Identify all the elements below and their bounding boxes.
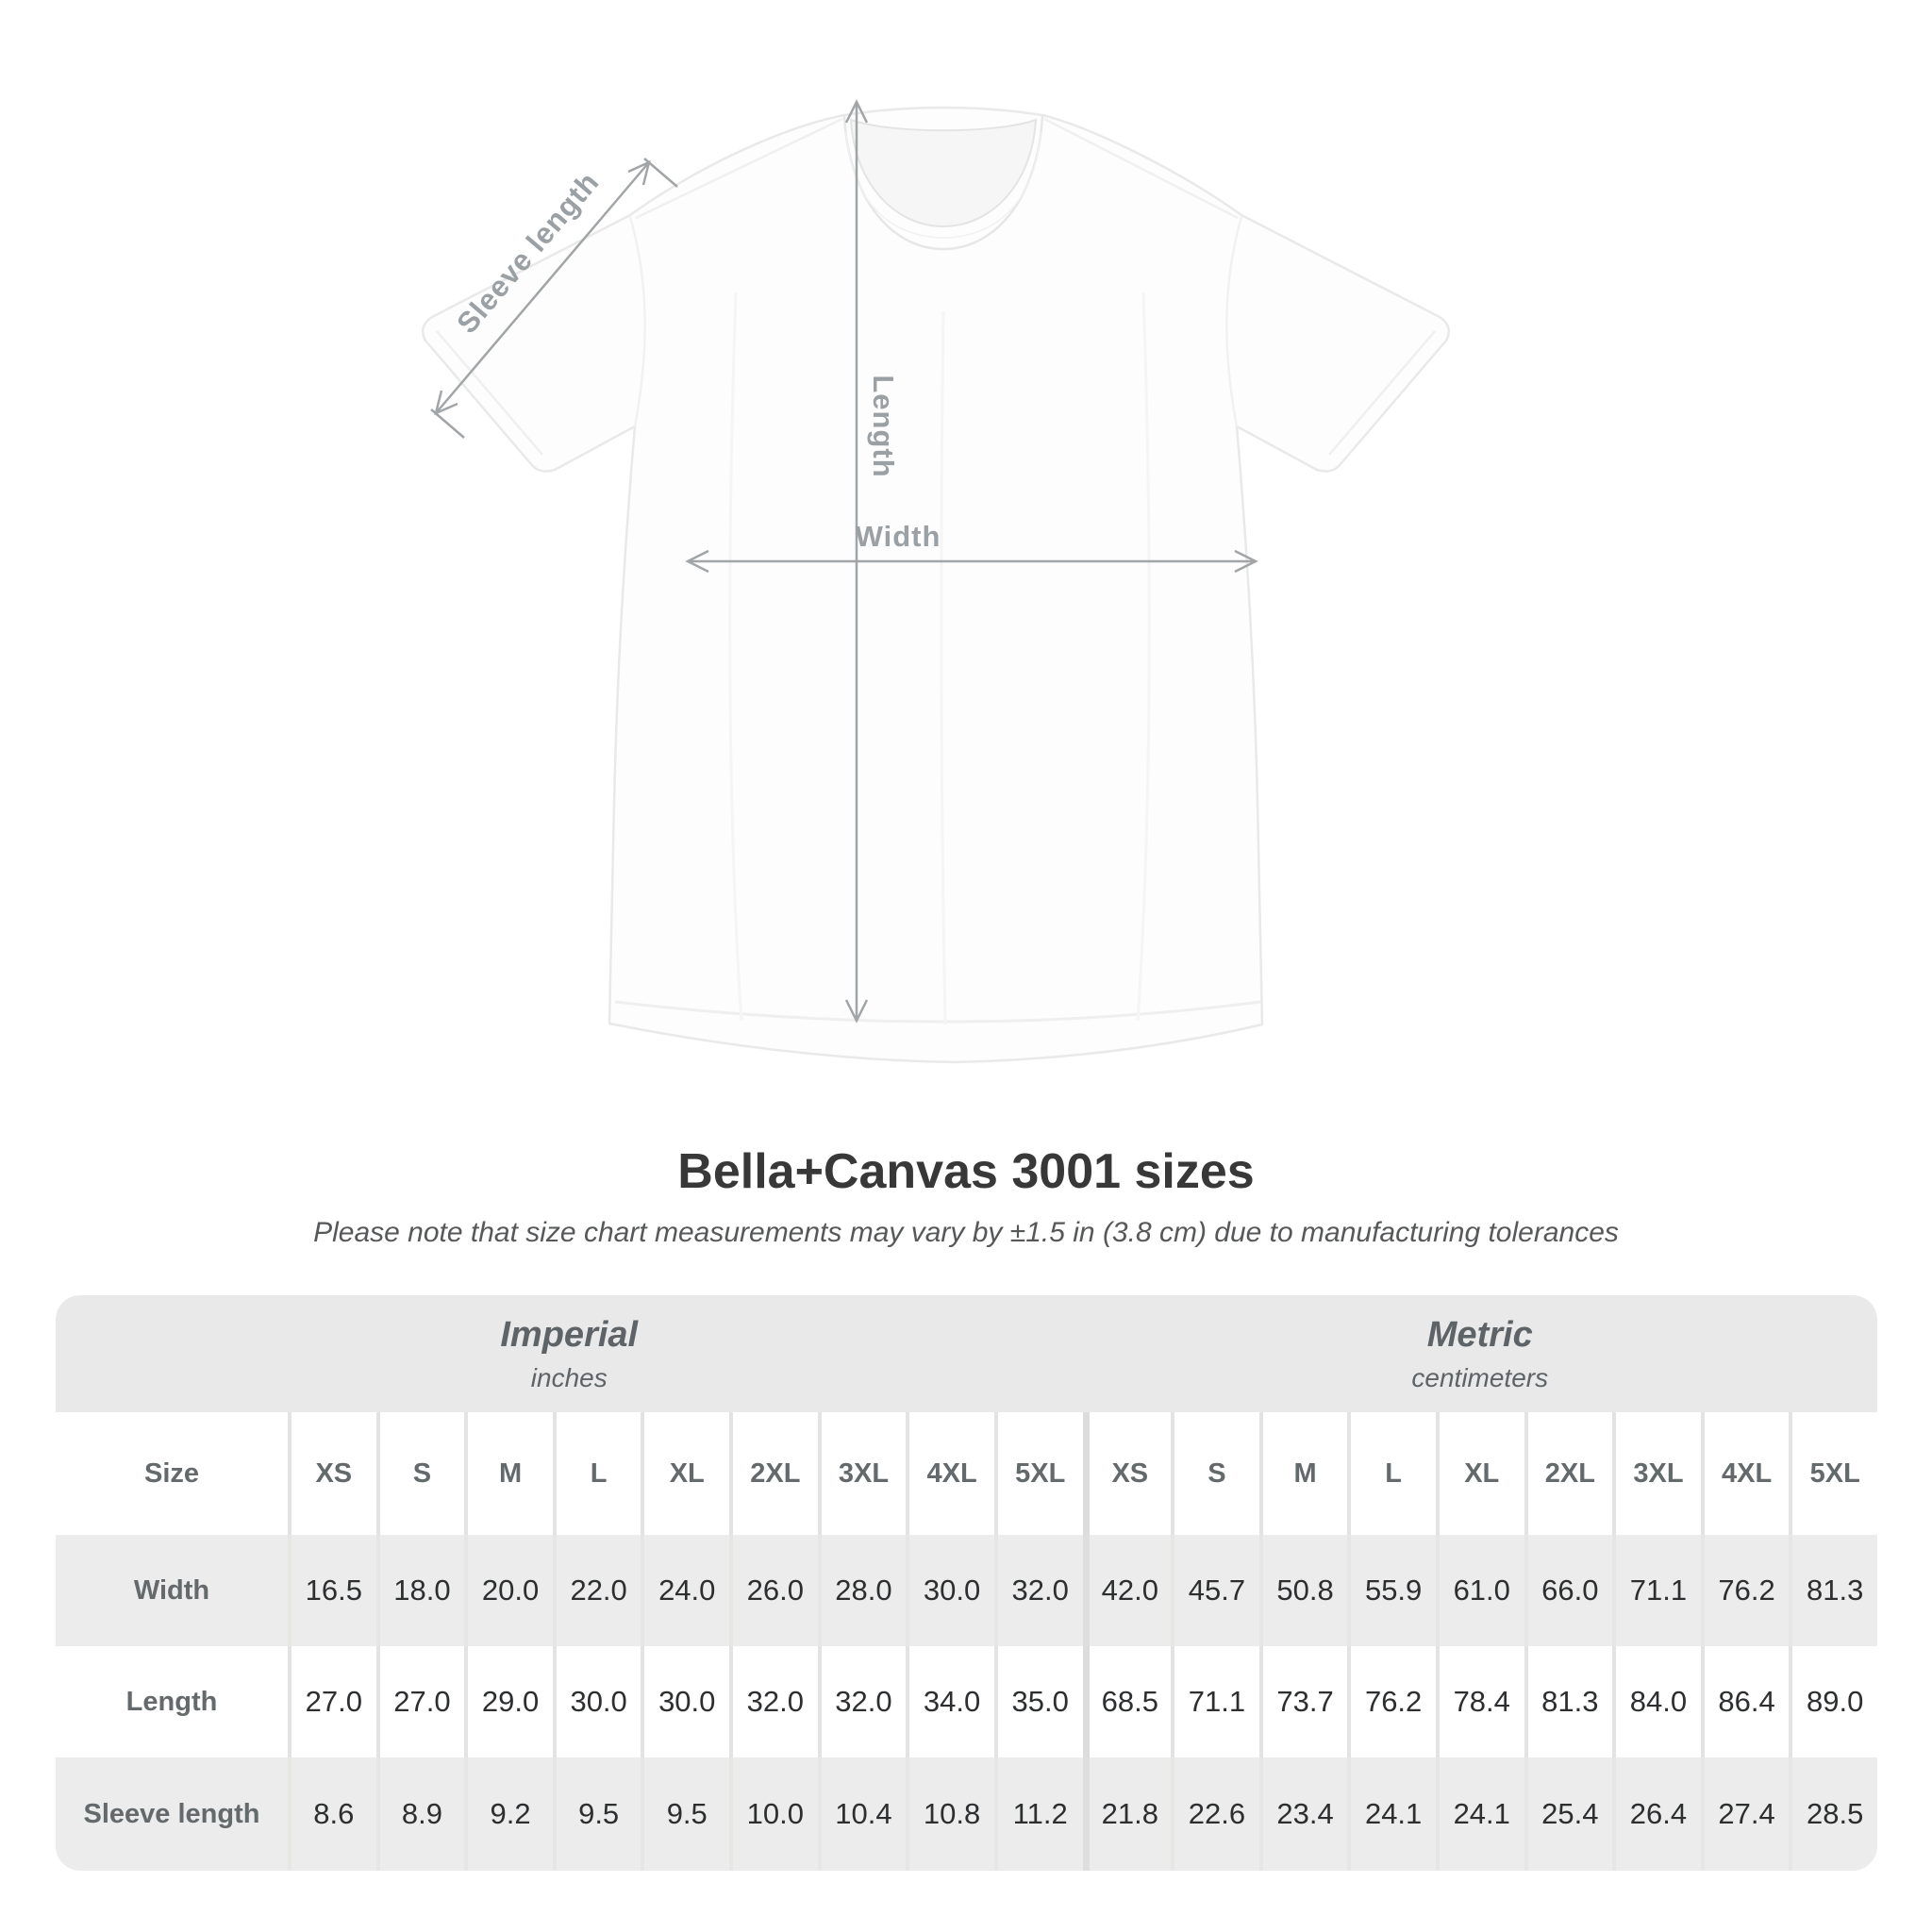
page-subtitle: Please note that size chart measurements… xyxy=(313,1217,1619,1248)
size-column-header: Size xyxy=(56,1412,288,1535)
col-header-imperial-s: S xyxy=(375,1412,465,1535)
sleeve-imperial-value: 10.8 xyxy=(906,1757,994,1871)
row-label-width: Width xyxy=(56,1535,288,1646)
unit-group-metric-unit: centimeters xyxy=(1411,1362,1549,1392)
col-header-metric-4xl: 4XL xyxy=(1700,1412,1790,1535)
length-imperial-value: 32.0 xyxy=(817,1646,907,1757)
sleeve-imperial-value: 9.2 xyxy=(464,1757,553,1871)
sleeve-metric-value: 28.5 xyxy=(1789,1757,1877,1871)
sleeve-length-arrow xyxy=(430,158,678,439)
t-shirt-body xyxy=(421,106,1451,1064)
sleeve-imperial-value: 8.9 xyxy=(375,1757,465,1871)
t-shirt-sleeve-hem-stitches xyxy=(436,330,1436,456)
col-header-imperial-4xl: 4XL xyxy=(906,1412,994,1535)
width-imperial-value: 32.0 xyxy=(993,1535,1083,1646)
col-header-imperial-3xl: 3XL xyxy=(817,1412,907,1535)
col-header-metric-2xl: 2XL xyxy=(1524,1412,1613,1535)
col-header-metric-5xl: 5XL xyxy=(1789,1412,1877,1535)
length-metric-value: 76.2 xyxy=(1347,1646,1436,1757)
length-imperial-value: 32.0 xyxy=(729,1646,818,1757)
length-imperial-value: 35.0 xyxy=(993,1646,1083,1757)
col-header-metric-l: L xyxy=(1347,1412,1436,1535)
width-imperial-value: 28.0 xyxy=(817,1535,907,1646)
col-header-imperial-m: M xyxy=(464,1412,553,1535)
sleeve-metric-value: 25.4 xyxy=(1524,1757,1613,1871)
sleeve-metric-value: 21.8 xyxy=(1082,1757,1172,1871)
width-imperial-value: 30.0 xyxy=(906,1535,994,1646)
width-metric-value: 61.0 xyxy=(1435,1535,1524,1646)
width-diagram-label: Width xyxy=(855,520,941,553)
col-header-metric-m: M xyxy=(1258,1412,1348,1535)
width-metric-value: 42.0 xyxy=(1082,1535,1172,1646)
sleeve-metric-value: 26.4 xyxy=(1612,1757,1701,1871)
length-metric-value: 84.0 xyxy=(1612,1646,1701,1757)
unit-group-metric: Metric centimeters xyxy=(1082,1295,1877,1412)
t-shirt-wrinkles xyxy=(728,291,1151,1025)
width-imperial-value: 18.0 xyxy=(375,1535,465,1646)
sleeve-imperial-value: 9.5 xyxy=(641,1757,730,1871)
width-metric-value: 66.0 xyxy=(1524,1535,1613,1646)
width-metric-value: 45.7 xyxy=(1171,1535,1259,1646)
col-header-imperial-xs: XS xyxy=(288,1412,376,1535)
t-shirt-measurement-diagram: Sleeve length Length Width xyxy=(421,99,1451,1064)
sleeve-imperial-value: 10.0 xyxy=(729,1757,818,1871)
length-metric-value: 73.7 xyxy=(1258,1646,1348,1757)
width-imperial-value: 22.0 xyxy=(552,1535,641,1646)
length-metric-value: 71.1 xyxy=(1171,1646,1259,1757)
sleeve-metric-value: 27.4 xyxy=(1700,1757,1790,1871)
col-header-imperial-xl: XL xyxy=(641,1412,730,1535)
width-metric-value: 81.3 xyxy=(1789,1535,1877,1646)
sleeve-metric-value: 24.1 xyxy=(1347,1757,1436,1871)
width-imperial-value: 20.0 xyxy=(464,1535,553,1646)
t-shirt-sleeve-seams xyxy=(628,216,1243,427)
row-label-sleeve-length: Sleeve length xyxy=(56,1757,288,1871)
col-header-imperial-l: L xyxy=(552,1412,641,1535)
col-header-metric-3xl: 3XL xyxy=(1612,1412,1701,1535)
col-header-imperial-5xl: 5XL xyxy=(993,1412,1083,1535)
t-shirt-neck-opening xyxy=(849,118,1038,228)
width-metric-value: 71.1 xyxy=(1612,1535,1701,1646)
page-title: Bella+Canvas 3001 sizes xyxy=(677,1144,1255,1199)
length-metric-value: 68.5 xyxy=(1082,1646,1172,1757)
unit-group-imperial-unit: inches xyxy=(530,1362,608,1392)
length-diagram-label: Length xyxy=(867,375,900,478)
width-imperial-value: 24.0 xyxy=(641,1535,730,1646)
t-shirt-shoulder-seams xyxy=(635,117,1239,220)
unit-group-imperial-label: Imperial xyxy=(500,1314,639,1355)
length-imperial-value: 30.0 xyxy=(552,1646,641,1757)
length-imperial-value: 34.0 xyxy=(906,1646,994,1757)
width-imperial-value: 26.0 xyxy=(729,1535,818,1646)
row-label-length: Length xyxy=(56,1646,288,1757)
sleeve-metric-value: 24.1 xyxy=(1435,1757,1524,1871)
width-metric-value: 76.2 xyxy=(1700,1535,1790,1646)
sleeve-metric-value: 22.6 xyxy=(1171,1757,1259,1871)
sleeve-imperial-value: 9.5 xyxy=(552,1757,641,1871)
t-shirt-collar-stitch xyxy=(845,131,1041,239)
width-metric-value: 55.9 xyxy=(1347,1535,1436,1646)
length-imperial-value: 27.0 xyxy=(375,1646,465,1757)
unit-group-imperial: Imperial inches xyxy=(56,1295,1083,1412)
unit-group-metric-label: Metric xyxy=(1426,1314,1533,1355)
width-imperial-value: 16.5 xyxy=(288,1535,376,1646)
col-header-imperial-2xl: 2XL xyxy=(729,1412,818,1535)
col-header-metric-xs: XS xyxy=(1082,1412,1172,1535)
length-metric-value: 89.0 xyxy=(1789,1646,1877,1757)
length-imperial-value: 30.0 xyxy=(641,1646,730,1757)
col-header-metric-xl: XL xyxy=(1435,1412,1524,1535)
sleeve-imperial-value: 8.6 xyxy=(288,1757,376,1871)
length-metric-value: 78.4 xyxy=(1435,1646,1524,1757)
size-table: Imperial inches Metric centimeters Size … xyxy=(56,1295,1877,1871)
width-metric-value: 50.8 xyxy=(1258,1535,1348,1646)
t-shirt-illustration xyxy=(421,99,1451,1064)
sleeve-metric-value: 23.4 xyxy=(1258,1757,1348,1871)
sleeve-imperial-value: 10.4 xyxy=(817,1757,907,1871)
col-header-metric-s: S xyxy=(1171,1412,1259,1535)
sleeve-imperial-value: 11.2 xyxy=(993,1757,1083,1871)
length-metric-value: 86.4 xyxy=(1700,1646,1790,1757)
length-imperial-value: 27.0 xyxy=(288,1646,376,1757)
width-arrow xyxy=(685,549,1258,574)
length-metric-value: 81.3 xyxy=(1524,1646,1613,1757)
length-imperial-value: 29.0 xyxy=(464,1646,553,1757)
